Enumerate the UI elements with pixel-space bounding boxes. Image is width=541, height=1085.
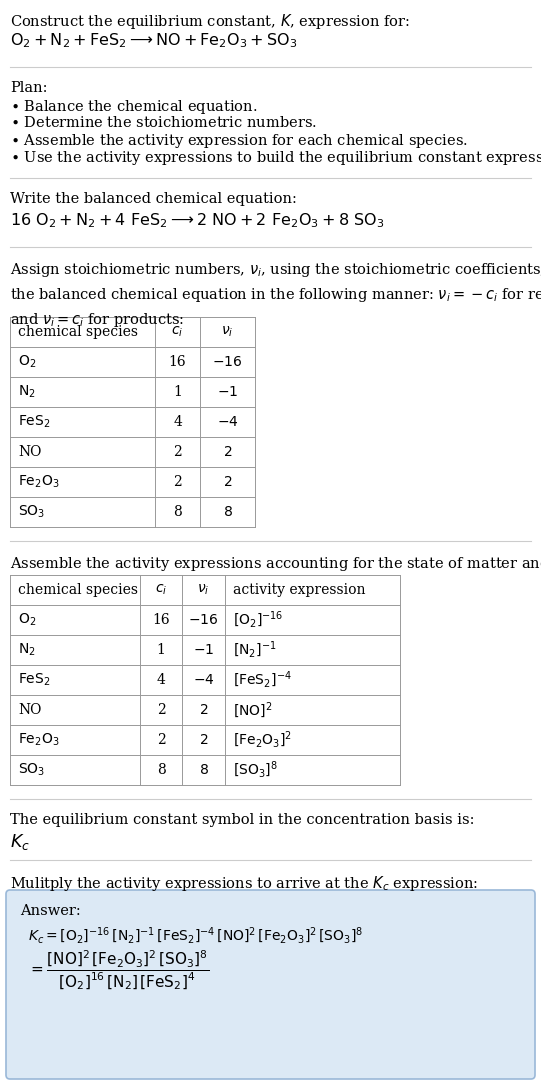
Text: NO: NO (18, 445, 41, 459)
Text: $8$: $8$ (199, 763, 208, 777)
Text: $\mathrm{16\ O_2 + N_2 + 4\ FeS_2 \longrightarrow 2\ NO + 2\ Fe_2O_3 + 8\ SO_3}$: $\mathrm{16\ O_2 + N_2 + 4\ FeS_2 \longr… (10, 210, 385, 230)
Text: 8: 8 (157, 763, 166, 777)
Text: $2$: $2$ (223, 445, 232, 459)
Text: $\nu_i$: $\nu_i$ (221, 324, 234, 340)
Text: $-4$: $-4$ (217, 414, 239, 429)
Text: $2$: $2$ (199, 703, 208, 717)
Text: Answer:: Answer: (20, 904, 81, 918)
Text: $\mathrm{FeS_2}$: $\mathrm{FeS_2}$ (18, 413, 51, 430)
Text: $\mathrm{SO_3}$: $\mathrm{SO_3}$ (18, 503, 45, 520)
Text: $\mathrm{O_2}$: $\mathrm{O_2}$ (18, 354, 36, 370)
Text: $-1$: $-1$ (217, 385, 238, 399)
Text: chemical species: chemical species (18, 583, 138, 597)
Text: $8$: $8$ (222, 505, 233, 519)
FancyBboxPatch shape (6, 890, 535, 1078)
Text: $[\mathrm{SO_3}]^8$: $[\mathrm{SO_3}]^8$ (233, 760, 278, 780)
Text: $\mathrm{Fe_2O_3}$: $\mathrm{Fe_2O_3}$ (18, 474, 60, 490)
Text: 16: 16 (152, 613, 170, 627)
Text: $K_c$: $K_c$ (10, 832, 30, 852)
Text: 1: 1 (173, 385, 182, 399)
Text: $\nu_i$: $\nu_i$ (197, 583, 210, 597)
Text: $\mathrm{N_2}$: $\mathrm{N_2}$ (18, 642, 36, 659)
Text: $2$: $2$ (199, 733, 208, 746)
Text: 4: 4 (156, 673, 166, 687)
Text: 2: 2 (157, 703, 166, 717)
Text: $\bullet$ Use the activity expressions to build the equilibrium constant express: $\bullet$ Use the activity expressions t… (10, 149, 541, 167)
Text: Construct the equilibrium constant, $\mathit{K}$, expression for:: Construct the equilibrium constant, $\ma… (10, 12, 410, 31)
Text: 2: 2 (173, 445, 182, 459)
Text: $[\mathrm{FeS_2}]^{-4}$: $[\mathrm{FeS_2}]^{-4}$ (233, 669, 292, 690)
Text: $= \dfrac{[\mathrm{NO}]^2\,[\mathrm{Fe_2O_3}]^2\,[\mathrm{SO_3}]^8}{[\mathrm{O_2: $= \dfrac{[\mathrm{NO}]^2\,[\mathrm{Fe_2… (28, 948, 209, 992)
Text: $\mathrm{FeS_2}$: $\mathrm{FeS_2}$ (18, 672, 51, 688)
Text: $2$: $2$ (223, 475, 232, 489)
Text: Assign stoichiometric numbers, $\nu_i$, using the stoichiometric coefficients, $: Assign stoichiometric numbers, $\nu_i$, … (10, 261, 541, 330)
Text: 2: 2 (173, 475, 182, 489)
Text: Write the balanced chemical equation:: Write the balanced chemical equation: (10, 192, 297, 206)
Text: 2: 2 (157, 733, 166, 746)
Text: chemical species: chemical species (18, 326, 138, 339)
Text: $-1$: $-1$ (193, 643, 214, 658)
Text: $[\mathrm{O_2}]^{-16}$: $[\mathrm{O_2}]^{-16}$ (233, 610, 283, 630)
Text: $-4$: $-4$ (193, 673, 214, 687)
Text: 4: 4 (173, 414, 182, 429)
Text: $\mathrm{SO_3}$: $\mathrm{SO_3}$ (18, 762, 45, 778)
Text: $\bullet$ Determine the stoichiometric numbers.: $\bullet$ Determine the stoichiometric n… (10, 115, 317, 130)
Text: Assemble the activity expressions accounting for the state of matter and $\nu_i$: Assemble the activity expressions accoun… (10, 556, 541, 573)
Text: Mulitply the activity expressions to arrive at the $K_c$ expression:: Mulitply the activity expressions to arr… (10, 875, 478, 893)
Text: $c_i$: $c_i$ (171, 324, 183, 340)
Text: Plan:: Plan: (10, 81, 48, 95)
Text: $K_c = [\mathrm{O_2}]^{-16}\,[\mathrm{N_2}]^{-1}\,[\mathrm{FeS_2}]^{-4}\,[\mathr: $K_c = [\mathrm{O_2}]^{-16}\,[\mathrm{N_… (28, 926, 364, 946)
Text: $\mathrm{O_2 + N_2 + FeS_2 \longrightarrow NO + Fe_2O_3 + SO_3}$: $\mathrm{O_2 + N_2 + FeS_2 \longrightarr… (10, 31, 298, 50)
Text: $-16$: $-16$ (212, 355, 243, 369)
Text: $[\mathrm{N_2}]^{-1}$: $[\mathrm{N_2}]^{-1}$ (233, 640, 276, 660)
Text: $c_i$: $c_i$ (155, 583, 167, 597)
Text: $[\mathrm{NO}]^2$: $[\mathrm{NO}]^2$ (233, 700, 273, 720)
Text: The equilibrium constant symbol in the concentration basis is:: The equilibrium constant symbol in the c… (10, 813, 474, 827)
Text: NO: NO (18, 703, 41, 717)
Text: 1: 1 (156, 643, 166, 658)
Text: $[\mathrm{Fe_2O_3}]^2$: $[\mathrm{Fe_2O_3}]^2$ (233, 730, 292, 750)
Text: $\mathrm{N_2}$: $\mathrm{N_2}$ (18, 384, 36, 400)
Text: $\bullet$ Balance the chemical equation.: $\bullet$ Balance the chemical equation. (10, 98, 258, 116)
Text: 8: 8 (173, 505, 182, 519)
Text: $\mathrm{O_2}$: $\mathrm{O_2}$ (18, 612, 36, 628)
Text: activity expression: activity expression (233, 583, 366, 597)
Text: $\bullet$ Assemble the activity expression for each chemical species.: $\bullet$ Assemble the activity expressi… (10, 132, 468, 150)
Text: $-16$: $-16$ (188, 613, 219, 627)
Text: $\mathrm{Fe_2O_3}$: $\mathrm{Fe_2O_3}$ (18, 731, 60, 749)
Text: 16: 16 (169, 355, 186, 369)
